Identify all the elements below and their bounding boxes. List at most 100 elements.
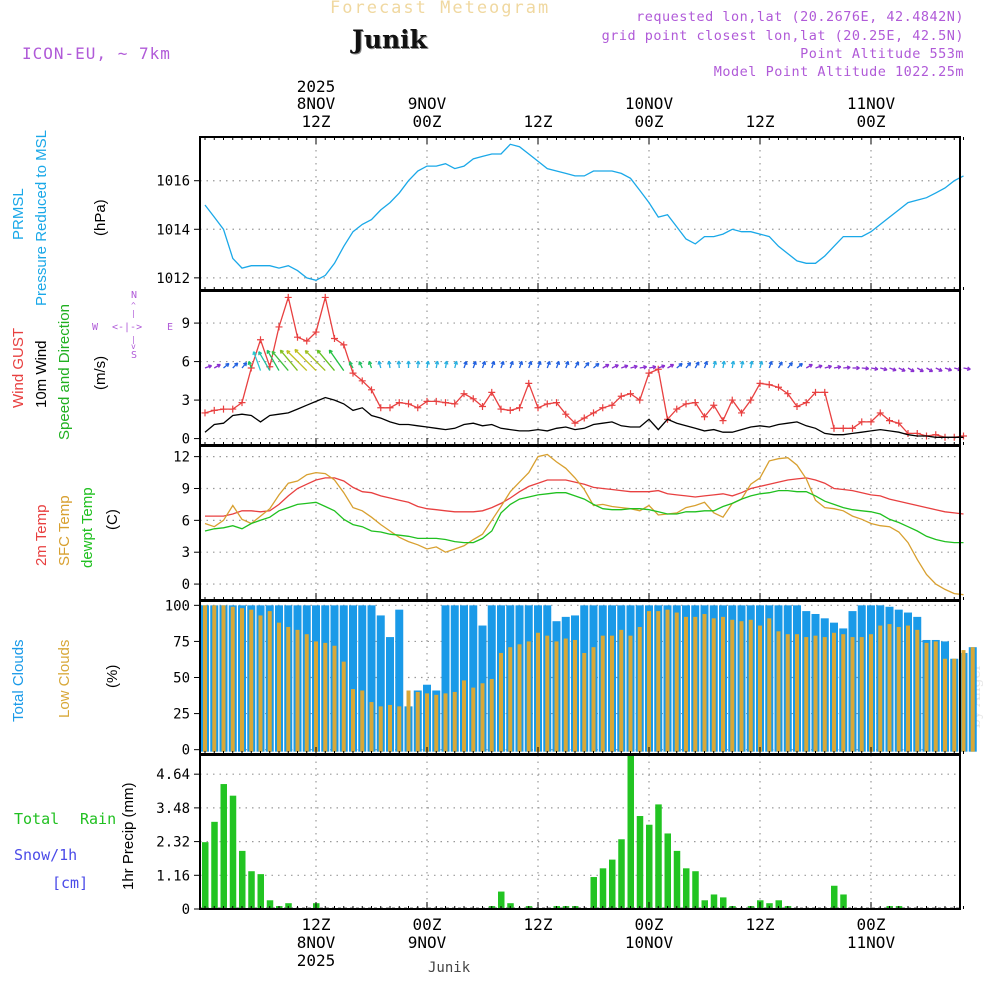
- low-cloud-bar: [545, 635, 550, 752]
- series-line-10m-wind: [204, 396, 964, 438]
- wind-arrowhead: [216, 363, 221, 368]
- gust-marker: [303, 337, 311, 345]
- y-tick-label: 0: [182, 902, 190, 918]
- top-axis-hour: 12Z: [524, 112, 553, 131]
- low-cloud-bar: [721, 616, 725, 752]
- wind-arrowhead: [856, 365, 860, 371]
- gust-marker: [895, 419, 903, 427]
- wind-arrowhead: [208, 364, 213, 369]
- wind-arrow: [258, 351, 271, 371]
- wind-arrowhead: [491, 360, 496, 365]
- low-cloud-bar: [314, 641, 318, 752]
- low-cloud-bar: [739, 621, 744, 752]
- low-cloud-bar: [730, 619, 735, 752]
- low-cloud-bar: [748, 619, 753, 752]
- gust-marker: [506, 406, 514, 414]
- wind-arrowhead: [377, 360, 382, 365]
- gust-marker: [636, 396, 644, 404]
- svg-text:|: |: [131, 335, 136, 344]
- precip-bar: [673, 850, 681, 909]
- gust-marker: [784, 390, 792, 398]
- low-cloud-bar: [203, 605, 207, 752]
- wind-arrowhead: [758, 360, 764, 365]
- low-cloud-bar: [952, 658, 957, 752]
- gust-marker: [645, 369, 653, 377]
- low-cloud-bar: [619, 629, 624, 752]
- precip-snow-label: Snow/1h: [14, 846, 78, 864]
- series-line-2m-temp: [205, 477, 964, 517]
- gust-marker: [331, 334, 338, 342]
- wind-arrowhead: [509, 360, 514, 365]
- gust-marker: [793, 403, 801, 410]
- gust-marker: [377, 404, 385, 412]
- gust-marker: [728, 396, 736, 404]
- y-tick-label: 12: [173, 450, 190, 466]
- station-name: Junik: [352, 25, 427, 54]
- gust-marker: [673, 405, 681, 413]
- svg-text:|: |: [131, 309, 136, 318]
- low-cloud-bar: [360, 690, 365, 752]
- svg-text:^: ^: [131, 301, 136, 310]
- panel-4: [194, 600, 977, 755]
- gust-marker: [571, 419, 579, 427]
- gust-marker: [849, 424, 856, 432]
- total-cloud-bar: [450, 605, 459, 752]
- low-cloud-bar: [665, 609, 670, 752]
- low-cloud-bar: [443, 693, 448, 752]
- low-cloud-bar: [212, 605, 217, 752]
- wind-arrowhead: [643, 365, 648, 370]
- precip-bar: [618, 839, 625, 909]
- wind-arrowhead: [585, 362, 590, 367]
- gust-marker: [775, 383, 782, 391]
- y-tick-label: 50: [173, 671, 190, 687]
- panel-frame: [199, 136, 961, 291]
- wind-arrowhead: [367, 360, 373, 365]
- gust-marker: [867, 418, 875, 426]
- gust-marker: [562, 410, 570, 418]
- low-cloud-bar: [480, 683, 485, 752]
- gust-marker: [358, 377, 366, 385]
- gust-marker: [691, 399, 699, 407]
- low-cloud-bar: [906, 625, 910, 752]
- y-tick-label: 1016: [156, 174, 190, 190]
- precip-bar: [636, 816, 644, 909]
- top-axis-hour: 00Z: [635, 112, 664, 131]
- wind-arrowhead: [595, 362, 600, 367]
- y-tick-label: 1014: [156, 222, 190, 238]
- wind-arrowhead: [966, 366, 971, 371]
- gust-marker: [238, 399, 246, 407]
- wind-arrowhead: [286, 350, 291, 355]
- low-cloud-bar: [499, 652, 503, 752]
- low-cloud-bar: [896, 626, 901, 752]
- precip-rain-label: Rain: [80, 810, 117, 828]
- gust-marker: [220, 405, 227, 413]
- grid-point-location: grid point closest lon,lat (20.25E, 42.5…: [601, 28, 964, 44]
- precip-bar: [683, 868, 690, 909]
- y-tick-label: 0: [182, 743, 190, 759]
- wind-arrowhead: [919, 368, 924, 373]
- low-cloud-bar: [536, 632, 540, 752]
- gust-marker: [210, 406, 218, 414]
- wind-arrowhead: [901, 367, 906, 372]
- compass-icon: N ^ | W <-|-> E | v S: [92, 290, 173, 361]
- gust-marker: [858, 418, 866, 426]
- wind-arrowhead: [537, 360, 542, 365]
- low-cloud-bar: [850, 637, 855, 752]
- low-cloud-bar: [341, 661, 346, 752]
- low-cloud-bar: [425, 693, 429, 752]
- low-cloud-bar: [351, 689, 355, 752]
- wind-arrowhead: [712, 360, 718, 365]
- panel-1: [194, 136, 964, 291]
- gust-marker: [765, 381, 773, 389]
- panel-2: [194, 290, 971, 446]
- precip-bar: [248, 871, 255, 909]
- gust-marker: [710, 401, 718, 409]
- wind-arrowhead: [605, 363, 610, 368]
- y-tick-label: 2.32: [156, 835, 190, 851]
- gust-marker: [830, 424, 838, 432]
- wind-arrowhead: [279, 349, 284, 354]
- top-axis-hour: 00Z: [857, 112, 886, 131]
- precip-bar: [229, 795, 237, 909]
- wind-arrowhead: [252, 351, 257, 356]
- panel-5: [194, 754, 964, 910]
